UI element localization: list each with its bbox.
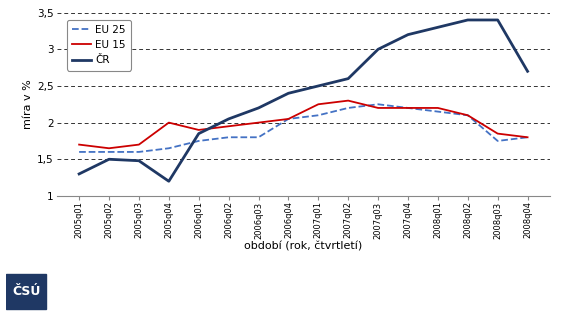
EU 15 bbox=[225, 125, 232, 128]
EU 15 bbox=[195, 128, 202, 132]
EU 25 bbox=[315, 113, 321, 117]
EU 15 bbox=[255, 121, 262, 125]
X-axis label: období (rok, čtvrtletí): období (rok, čtvrtletí) bbox=[244, 241, 362, 252]
EU 25 bbox=[136, 150, 142, 154]
EU 15 bbox=[166, 121, 172, 125]
ČR bbox=[166, 179, 172, 183]
EU 25 bbox=[166, 146, 172, 150]
EU 25 bbox=[434, 110, 441, 113]
EU 15 bbox=[434, 106, 441, 110]
Line: EU 15: EU 15 bbox=[79, 100, 527, 148]
EU 15 bbox=[375, 106, 382, 110]
Legend: EU 25, EU 15, ČR: EU 25, EU 15, ČR bbox=[67, 20, 130, 70]
EU 15 bbox=[136, 143, 142, 147]
Line: EU 25: EU 25 bbox=[79, 104, 527, 152]
EU 15 bbox=[285, 117, 292, 121]
ČR bbox=[255, 106, 262, 110]
EU 25 bbox=[494, 139, 501, 143]
EU 15 bbox=[464, 113, 471, 117]
EU 25 bbox=[105, 150, 112, 154]
EU 25 bbox=[225, 135, 232, 139]
EU 25 bbox=[345, 106, 352, 110]
ČR bbox=[434, 25, 441, 29]
ČR bbox=[375, 47, 382, 51]
ČR bbox=[76, 172, 83, 176]
EU 25 bbox=[375, 102, 382, 106]
EU 25 bbox=[524, 135, 531, 139]
EU 25 bbox=[195, 139, 202, 143]
ČR bbox=[345, 77, 352, 81]
ČR bbox=[524, 70, 531, 73]
ČR bbox=[315, 84, 321, 88]
Y-axis label: míra v %: míra v % bbox=[23, 79, 33, 129]
EU 15 bbox=[105, 146, 112, 150]
EU 15 bbox=[76, 143, 83, 147]
ČR bbox=[195, 132, 202, 136]
ČR bbox=[285, 91, 292, 95]
Line: ČR: ČR bbox=[79, 20, 527, 181]
EU 25 bbox=[76, 150, 83, 154]
EU 25 bbox=[255, 135, 262, 139]
ČR bbox=[225, 117, 232, 121]
EU 15 bbox=[315, 102, 321, 106]
EU 25 bbox=[285, 117, 292, 121]
EU 15 bbox=[405, 106, 412, 110]
ČR bbox=[494, 18, 501, 22]
ČR bbox=[136, 159, 142, 163]
EU 15 bbox=[524, 135, 531, 139]
ČR bbox=[405, 33, 412, 37]
ČR bbox=[105, 157, 112, 161]
Text: ČSÚ: ČSÚ bbox=[12, 285, 40, 298]
EU 15 bbox=[494, 132, 501, 136]
FancyBboxPatch shape bbox=[6, 274, 46, 309]
EU 25 bbox=[464, 113, 471, 117]
EU 25 bbox=[405, 106, 412, 110]
EU 15 bbox=[345, 99, 352, 102]
ČR bbox=[464, 18, 471, 22]
